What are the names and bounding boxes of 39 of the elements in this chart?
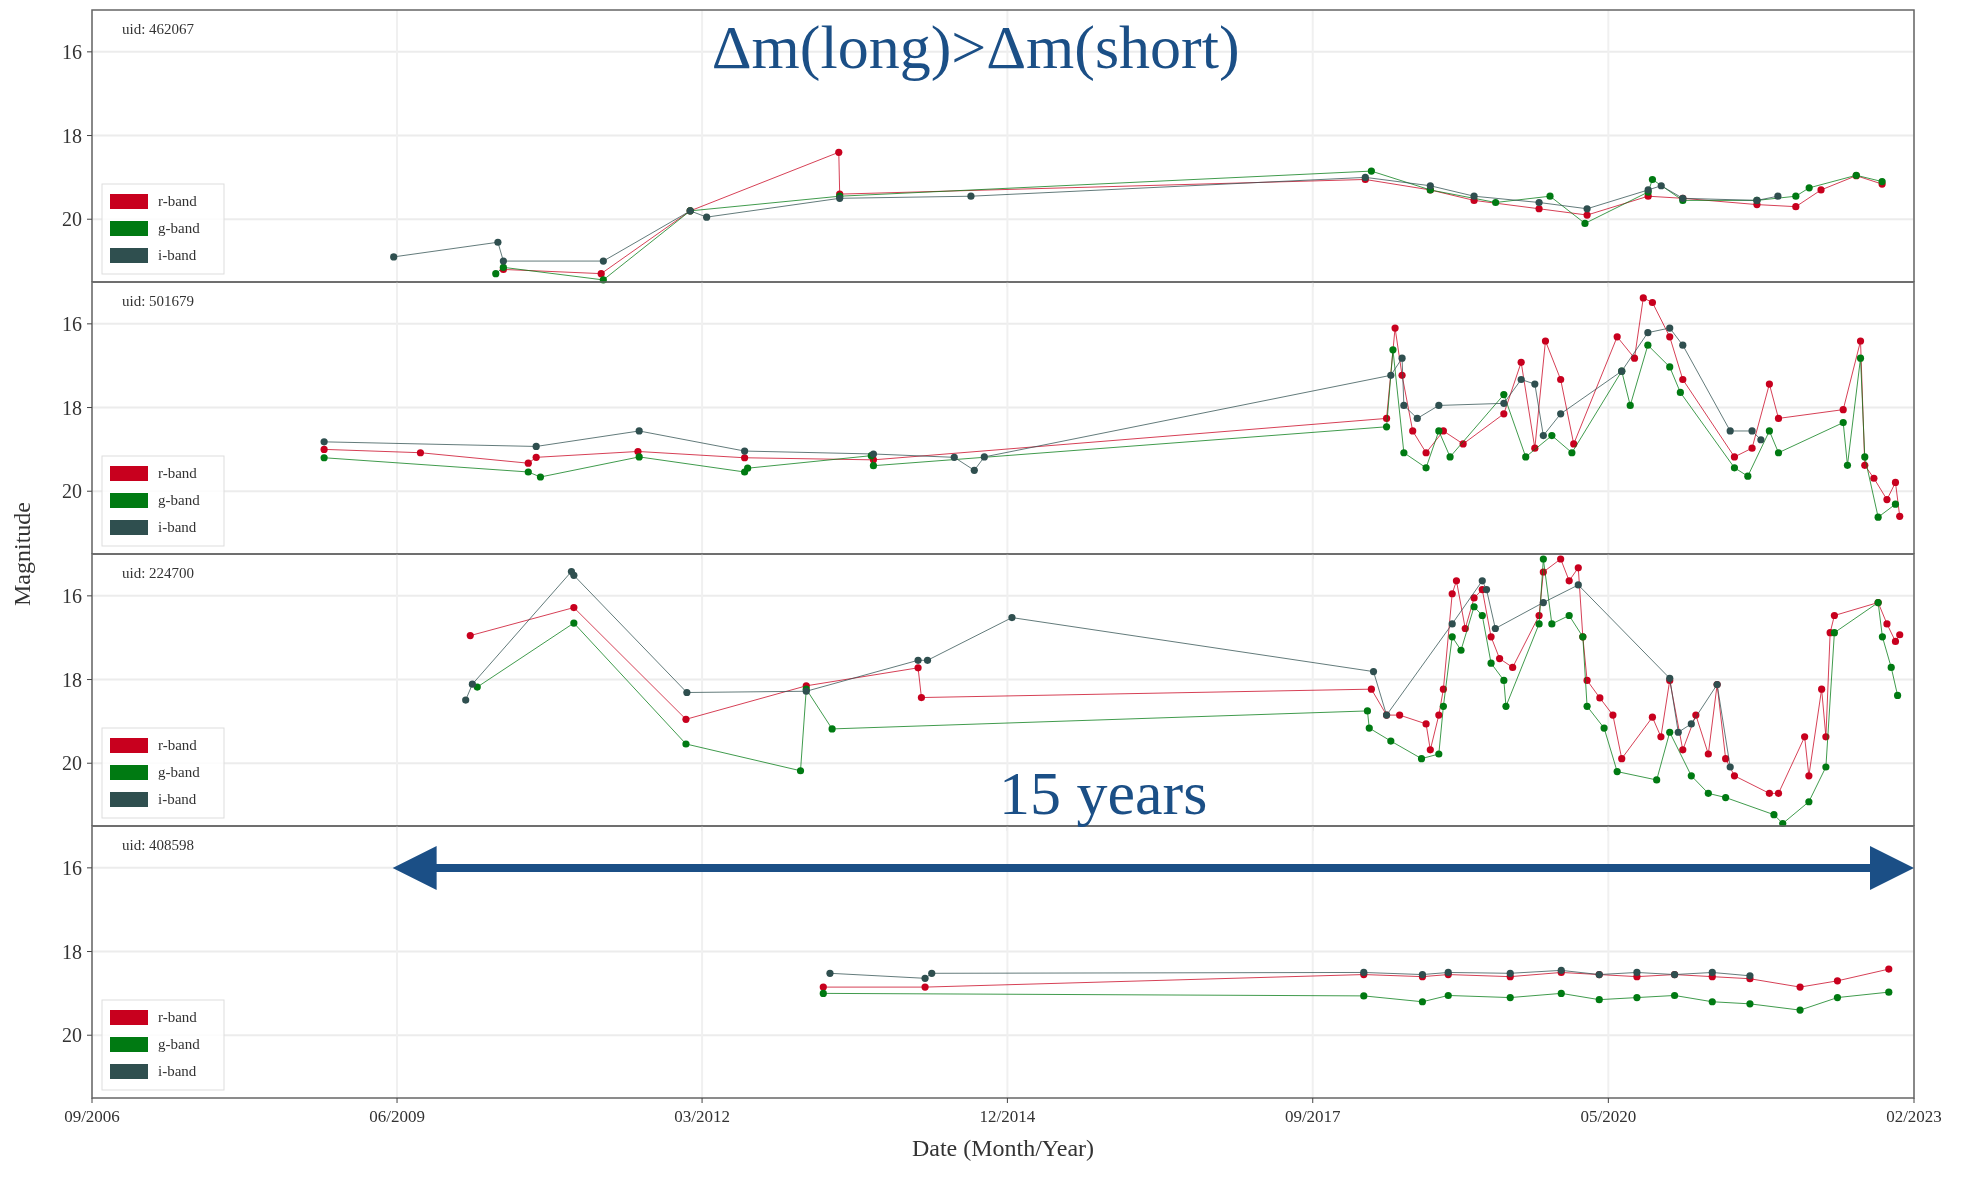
legend-label: i-band [158,1063,197,1079]
y-tick-label: 16 [62,40,82,63]
x-tick-label: 02/2023 [1886,1107,1942,1126]
x-tick-label: 03/2012 [674,1107,730,1126]
y-tick-label: 20 [62,208,82,231]
text: uid: 224700 [122,565,195,581]
y-axis-title: Magnitude [9,502,35,606]
x-tick-label: 06/2009 [369,1107,425,1126]
y-tick-label: 18 [62,396,82,419]
legend-label: i-band [158,247,197,263]
y-tick-label: 20 [62,480,82,503]
y-tick-label: 20 [62,752,82,775]
legend-label: g-band [158,492,201,508]
x-axis-title: Date (Month/Year) [911,1135,1095,1161]
legend-label: g-band [158,764,201,780]
y-tick-label: 20 [62,1024,82,1047]
legend-label: r-band [158,737,198,753]
legend-label: r-band [158,465,198,481]
y-tick-label: 18 [62,940,82,963]
x-tick-label: 05/2020 [1580,1107,1637,1126]
y-tick-label: 18 [62,668,82,691]
text: uid: 462067 [122,21,195,37]
y-tick-label: 16 [62,312,82,335]
text: uid: 501679 [122,293,195,309]
x-tick-label: 09/2017 [1284,1107,1342,1126]
legend-label: g-band [158,220,201,236]
annotation: 15 years [999,759,1208,827]
y-tick-label: 16 [62,584,82,607]
y-tick-label: 16 [62,856,82,879]
annotation: Δm(long)>Δm(short) [711,13,1240,82]
text: uid: 408598 [122,837,195,853]
legend-label: i-band [158,519,197,535]
y-tick-label: 18 [62,124,82,147]
legend-label: r-band [158,193,198,209]
legend-label: g-band [158,1036,201,1052]
legend-label: i-band [158,791,197,807]
legend-label: r-band [158,1009,198,1025]
x-tick-label: 09/2006 [64,1107,120,1126]
x-tick-label: 12/2014 [979,1107,1036,1126]
